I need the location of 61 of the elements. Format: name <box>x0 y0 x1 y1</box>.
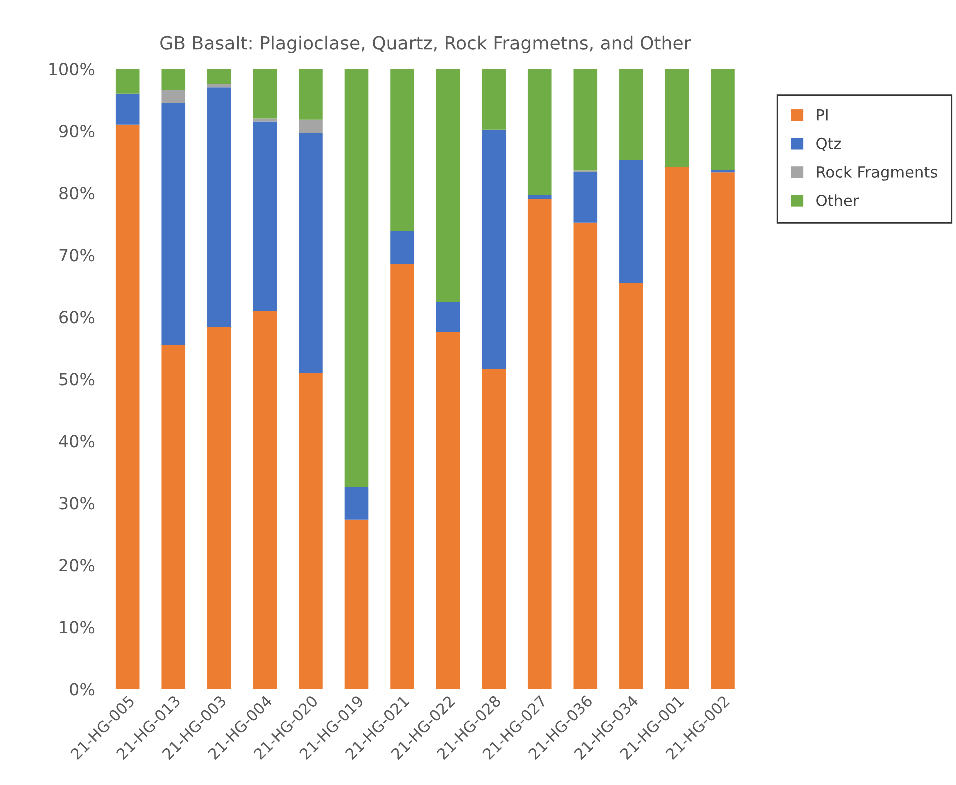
bar <box>253 69 278 119</box>
y-tick-label: 70% <box>60 249 95 262</box>
bar <box>574 222 598 690</box>
bar <box>620 283 644 690</box>
bar <box>436 302 460 332</box>
bar <box>436 332 460 690</box>
bar <box>116 69 140 94</box>
y-tick-label: 50% <box>60 373 95 386</box>
bar <box>116 124 140 690</box>
bar <box>436 69 460 302</box>
bar <box>208 84 232 88</box>
legend-label: Qtz <box>816 138 842 152</box>
bar <box>528 194 552 200</box>
chart-title: GB Basalt: Plagioclase, Quartz, Rock Fragmetns, and Other <box>160 36 692 54</box>
bar <box>162 69 186 90</box>
y-tick-label: 20% <box>60 559 95 572</box>
y-tick-label: 60% <box>60 311 95 324</box>
bar <box>574 172 598 223</box>
bar <box>299 69 323 120</box>
bar <box>162 345 186 690</box>
bar <box>482 369 506 690</box>
bar <box>253 118 278 122</box>
bar <box>711 69 735 170</box>
bar <box>116 94 140 125</box>
bar <box>253 310 278 690</box>
bar <box>344 487 369 520</box>
bar <box>665 167 690 690</box>
legend-label: Pl <box>817 109 828 121</box>
bar <box>711 170 735 173</box>
bar <box>390 69 414 231</box>
y-tick-label: 80% <box>60 187 95 200</box>
bar <box>620 160 644 284</box>
y-tick-label: 30% <box>60 497 95 510</box>
bar <box>665 69 690 168</box>
bar <box>253 122 278 311</box>
bar <box>299 120 323 133</box>
bar <box>390 230 414 264</box>
y-tick-label: 100% <box>50 63 95 76</box>
bar <box>162 103 186 346</box>
y-tick-label: 10% <box>60 621 95 634</box>
legend-label: Rock Fragments <box>817 166 938 181</box>
bar <box>208 69 232 84</box>
bar <box>208 88 232 328</box>
bar <box>390 264 414 690</box>
bar <box>574 69 598 171</box>
bar <box>482 130 506 370</box>
bar <box>344 520 369 690</box>
y-tick-label: 40% <box>59 435 95 448</box>
y-tick-label: 90% <box>60 125 95 138</box>
bar <box>208 327 232 690</box>
bar <box>528 199 552 690</box>
bar <box>482 69 506 130</box>
bar <box>299 132 323 373</box>
y-tick-label: 0% <box>70 683 95 696</box>
bar <box>344 69 369 488</box>
bar <box>162 90 186 104</box>
bar <box>711 172 735 690</box>
bar <box>299 372 323 690</box>
bar <box>620 69 644 160</box>
bar <box>528 69 552 195</box>
legend-label: Other <box>816 194 860 207</box>
